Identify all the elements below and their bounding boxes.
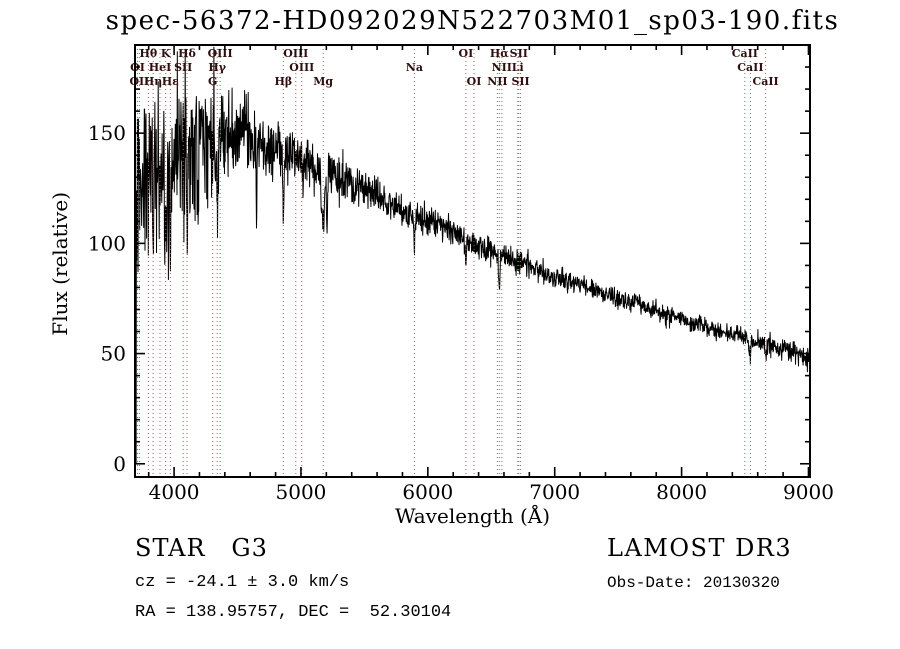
spectral-line-label: Hδ <box>178 47 196 60</box>
spectral-line-label: NII <box>492 61 512 74</box>
plot-title: spec-56372-HD092029N522703M01_sp03-190.f… <box>105 6 840 36</box>
spectral-line-label: K <box>161 47 171 60</box>
spectral-line-label: Mg <box>313 75 333 88</box>
x-tick-label: 9000 <box>783 480 834 504</box>
spectral-line-label: Hγ <box>208 61 226 74</box>
coordinates-label: RA = 138.95757, DEC = 52.30104 <box>135 603 452 622</box>
spectral-line-label: Hα <box>490 47 509 60</box>
spectral-line-label: SII <box>511 75 529 88</box>
survey-release-label: LAMOST DR3 <box>607 534 793 562</box>
object-class-label: STAR G3 <box>135 534 268 562</box>
spectral-line-label: Na <box>406 61 423 74</box>
x-tick-label: 7000 <box>529 480 580 504</box>
spectral-line-label: OIII <box>283 47 308 60</box>
x-axis-label: Wavelength (Å) <box>394 504 551 528</box>
spectral-line-label: HeI <box>149 61 172 74</box>
spectral-line-label: CaII <box>737 61 763 74</box>
spectral-line-label: Hβ <box>274 75 292 88</box>
spectral-line-label: Hη <box>144 75 162 88</box>
spectral-line-label: NII <box>487 75 507 88</box>
y-tick-label: 150 <box>88 121 126 145</box>
plot-frame <box>134 44 811 478</box>
x-tick-label: 8000 <box>656 480 707 504</box>
spectral-line-label: OIII <box>289 61 314 74</box>
radial-velocity-label: cz = -24.1 ± 3.0 km/s <box>135 573 350 592</box>
spectral-line-label: OI <box>459 47 474 60</box>
spectral-line-label: CaII <box>753 75 779 88</box>
spectral-line-label: Hθ <box>140 47 158 60</box>
spectral-line-label: SII <box>510 47 528 60</box>
spectral-line-label: G <box>208 75 217 88</box>
spectral-line-label: SII <box>174 61 192 74</box>
obs-date-label: Obs-Date: 20130320 <box>607 574 780 592</box>
x-tick-label: 6000 <box>402 480 453 504</box>
y-tick-label: 0 <box>113 452 126 476</box>
y-tick-label: 50 <box>101 342 126 366</box>
spectral-line-label: CaII <box>732 47 758 60</box>
x-tick-label: 5000 <box>276 480 327 504</box>
x-tick-label: 4000 <box>149 480 200 504</box>
spectrum-line <box>135 46 811 464</box>
spectral-line-label: Li <box>512 61 524 74</box>
spectral-line-label: Hε <box>162 75 179 88</box>
spectral-line-label: OI <box>467 75 482 88</box>
spectral-line-label: OIII <box>208 47 233 60</box>
y-tick-label: 100 <box>88 231 126 255</box>
